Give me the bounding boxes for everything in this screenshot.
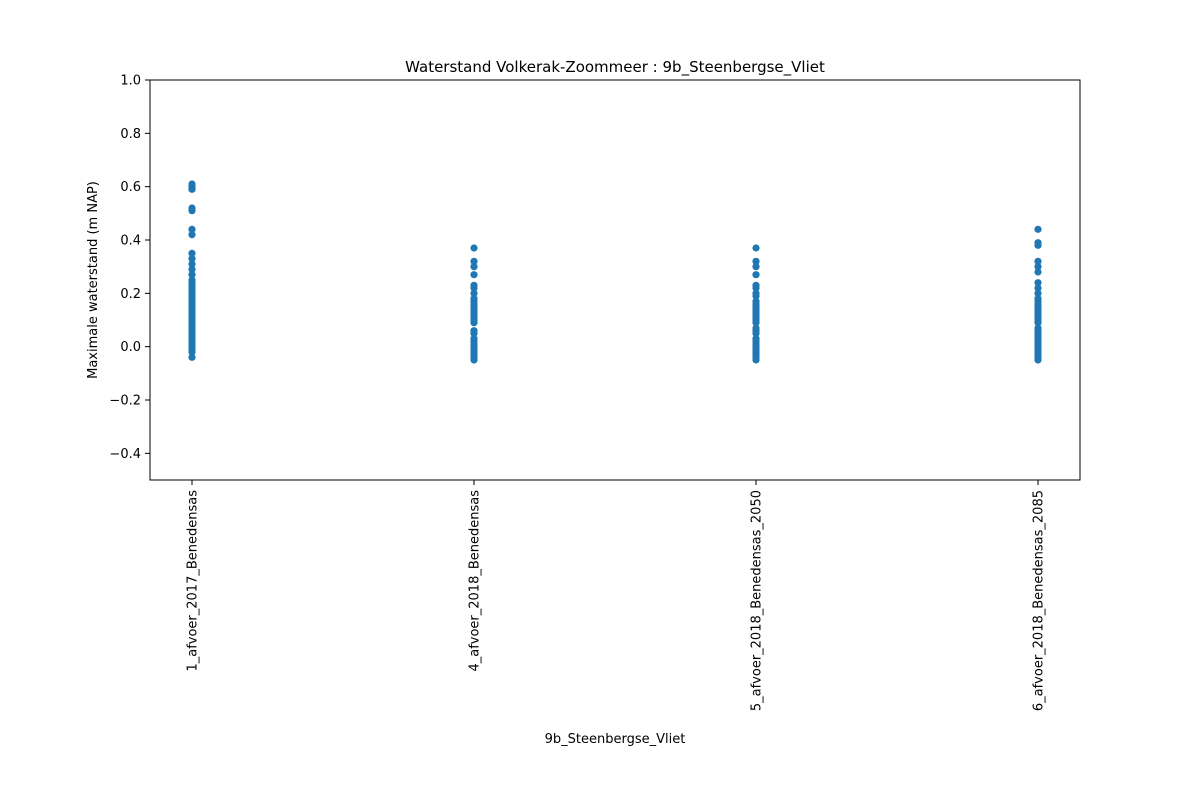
data-point (752, 244, 760, 252)
data-point (188, 265, 196, 273)
data-point (1034, 241, 1042, 249)
chart-title: Waterstand Volkerak-Zoommeer : 9b_Steenb… (405, 58, 825, 77)
x-axis-ticks: 1_afvoer_2017_Benedensas 4_afvoer_2018_Be… (186, 480, 1047, 711)
data-point (1034, 279, 1042, 287)
data-point (470, 289, 478, 297)
data-point (1034, 263, 1042, 271)
data-point (752, 263, 760, 271)
y-tick-label: 0.0 (120, 340, 141, 355)
data-point (188, 231, 196, 239)
y-tick-label: 1.0 (120, 74, 141, 89)
data-point (470, 257, 478, 265)
y-tick-label: −0.4 (109, 447, 141, 462)
y-tick-label: 0.2 (120, 287, 141, 302)
data-points (188, 180, 1042, 364)
x-tick-label: 1_afvoer_2017_Benedensas (186, 490, 201, 672)
data-point (1034, 356, 1042, 364)
data-point (188, 260, 196, 268)
y-axis-label: Maximale waterstand (m NAP) (86, 181, 101, 379)
data-point (470, 319, 478, 327)
data-point (1034, 289, 1042, 297)
y-axis-ticks: −0.4 −0.2 0.0 0.2 0.4 0.6 0.8 1.0 (109, 74, 150, 462)
x-tick-label: 6_afvoer_2018_Benedensas_2085 (1032, 490, 1047, 711)
data-point (470, 271, 478, 279)
data-point (752, 271, 760, 279)
y-tick-label: −0.2 (109, 394, 141, 409)
x-axis-label: 9b_Steenbergse_Vliet (545, 732, 686, 747)
data-point (752, 257, 760, 265)
data-point (188, 185, 196, 193)
y-tick-label: 0.6 (120, 180, 141, 195)
data-point (188, 353, 196, 361)
data-point (470, 263, 478, 271)
data-point (752, 284, 760, 292)
data-point (752, 356, 760, 364)
data-point (470, 329, 478, 337)
data-point (470, 244, 478, 252)
data-point (1034, 319, 1042, 327)
data-point (752, 319, 760, 327)
data-point (188, 249, 196, 257)
data-point (188, 271, 196, 279)
data-point (1034, 284, 1042, 292)
data-point (188, 348, 196, 356)
y-tick-label: 0.8 (120, 127, 141, 142)
y-tick-label: 0.4 (120, 234, 141, 249)
data-point (470, 356, 478, 364)
data-point (470, 284, 478, 292)
data-point (752, 292, 760, 300)
data-point (1034, 225, 1042, 233)
x-tick-label: 5_afvoer_2018_Benedensas_2050 (750, 490, 765, 711)
data-point (1034, 268, 1042, 276)
x-tick-label: 4_afvoer_2018_Benedensas (468, 490, 483, 672)
data-point (188, 255, 196, 263)
data-point (188, 207, 196, 215)
data-point (188, 225, 196, 233)
data-point (752, 329, 760, 337)
plot-frame (149, 79, 1081, 481)
data-point (1034, 257, 1042, 265)
